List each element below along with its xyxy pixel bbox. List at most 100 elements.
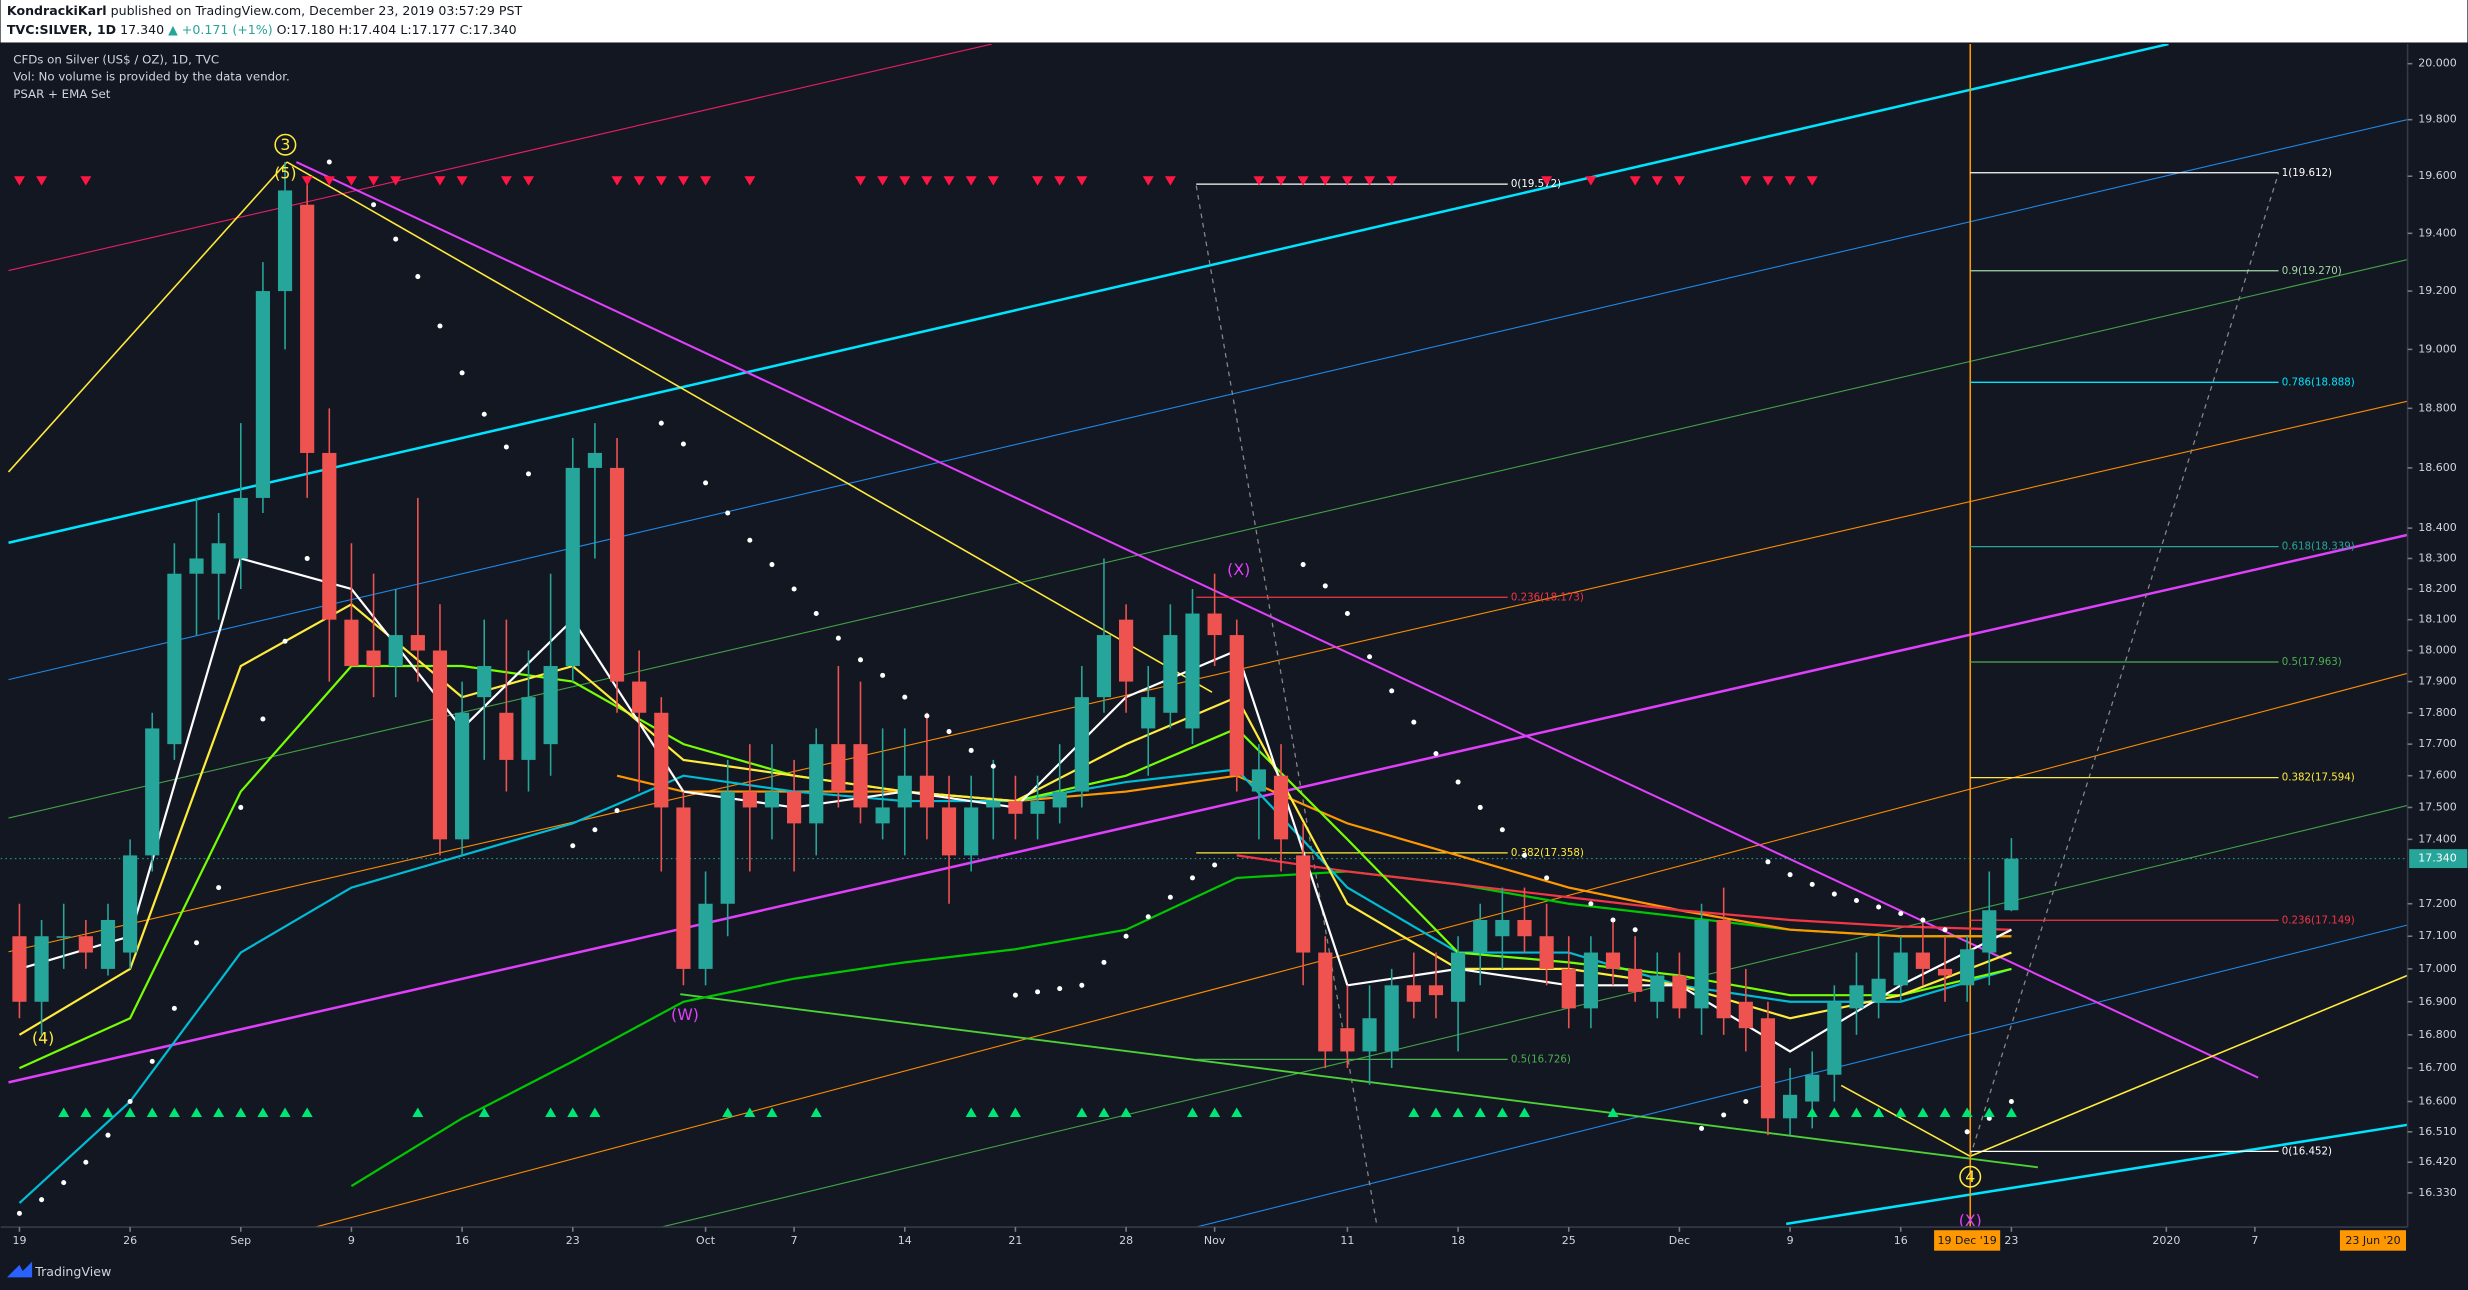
sell-signal (345, 176, 357, 186)
candle-body (1517, 919, 1532, 937)
psar-dot (149, 1058, 155, 1064)
wave-circle (274, 133, 297, 156)
psar-dot (83, 1159, 89, 1165)
psar-dot (1521, 852, 1528, 858)
psar-dot (1853, 897, 1859, 904)
psar-dot (614, 808, 620, 814)
candle-body (1074, 697, 1089, 792)
trend-line (1785, 1123, 2408, 1226)
sell-signal (500, 176, 512, 186)
candle-body (1207, 613, 1222, 636)
psar-dot (1986, 1115, 1992, 1121)
buy-signal (722, 1107, 734, 1117)
candle-body (1273, 775, 1289, 840)
candle-body (676, 807, 691, 969)
sell-signal (1142, 176, 1154, 186)
candle-body (12, 936, 27, 1002)
psar-dot (924, 713, 930, 719)
psar-dot (857, 657, 864, 663)
x-tick-label: 9 (1787, 1234, 1794, 1247)
sell-signal (854, 176, 867, 186)
psar-dot (371, 202, 377, 208)
change: ▲ +0.171 (+1%) (168, 21, 273, 36)
legend-volume: Vol: No volume is provided by the data v… (13, 70, 290, 84)
wave-line (286, 161, 1213, 693)
sell-signal (323, 176, 335, 186)
sell-signal (1386, 176, 1398, 186)
candle-body (1296, 855, 1311, 953)
low: L:17.177 (400, 21, 455, 36)
buy-signal (412, 1107, 424, 1117)
sell-signal (456, 176, 468, 186)
candle-body (521, 697, 536, 760)
candle-body (1185, 613, 1200, 729)
date-marker: 23 Jun '20 (2345, 1234, 2400, 1247)
candle-body (543, 666, 558, 745)
y-tick-label: 16.700 (2418, 1061, 2457, 1074)
psar-dot (282, 638, 288, 644)
candle-body (1849, 985, 1864, 1009)
sell-signal (1341, 176, 1353, 186)
buy-signal (766, 1107, 778, 1117)
buy-signal (1961, 1107, 1973, 1117)
sell-signal (987, 176, 999, 186)
ema-line (350, 870, 2012, 1187)
sell-signal (921, 176, 933, 186)
psar-dot (570, 843, 576, 849)
brand[interactable]: TradingView (6, 1261, 111, 1280)
candle-body (720, 791, 735, 904)
candle-body (1716, 919, 1731, 1019)
psar-dot (902, 694, 908, 700)
sell-signal (434, 176, 446, 186)
psar-dot (2008, 1099, 2014, 1105)
wave-label: 3 (280, 135, 290, 154)
sell-signal (1740, 176, 1752, 186)
wave-label: (X) (1959, 1211, 1982, 1230)
symbol: TVC:SILVER, 1D (7, 21, 116, 36)
quote-line: TVC:SILVER, 1D 17.340 ▲ +0.171 (+1%) O:1… (7, 21, 517, 36)
psar-dot (525, 471, 532, 477)
psar-dot (437, 323, 443, 329)
candle-body (211, 543, 226, 574)
psar-dot (1035, 989, 1041, 995)
buy-signal (1518, 1107, 1530, 1117)
sell-signal (633, 176, 645, 186)
sell-signal (80, 176, 92, 186)
candle-body (1738, 1001, 1753, 1029)
psar-dot (1433, 751, 1439, 757)
buy-signal (478, 1107, 490, 1117)
candle-body (432, 650, 448, 840)
psar-dot (1101, 959, 1107, 965)
sell-signal (611, 176, 623, 186)
psar-dot (1632, 927, 1638, 933)
candle-body (277, 190, 293, 292)
y-tick-label: 16.330 (2418, 1186, 2457, 1199)
psar-dot (1167, 894, 1173, 900)
buy-signal (1430, 1107, 1442, 1117)
candle-body (1096, 635, 1112, 698)
sell-signal (1585, 176, 1597, 186)
buy-signal (589, 1107, 601, 1117)
x-tick-label: Sep (230, 1234, 251, 1247)
candle-body (764, 791, 780, 808)
buy-signal (1806, 1107, 1818, 1117)
trend-line (8, 44, 2169, 544)
candle-body (1827, 1001, 1842, 1075)
x-tick-label: 18 (1451, 1234, 1465, 1247)
y-tick-label: 17.000 (2418, 962, 2457, 975)
candle-body (123, 855, 138, 953)
candle-body (78, 936, 93, 953)
psar-dot (658, 420, 664, 426)
psar-dot (791, 586, 797, 592)
candle-body (344, 619, 359, 667)
buy-signal (987, 1107, 999, 1117)
sell-signal (700, 176, 712, 186)
psar-dot (835, 635, 841, 641)
psar-dot (1743, 1099, 1749, 1105)
candle-body (919, 775, 934, 808)
wave-line (7, 161, 288, 473)
candle-body (145, 728, 160, 856)
candle-body (897, 775, 912, 808)
y-tick-label: 18.000 (2418, 644, 2457, 657)
